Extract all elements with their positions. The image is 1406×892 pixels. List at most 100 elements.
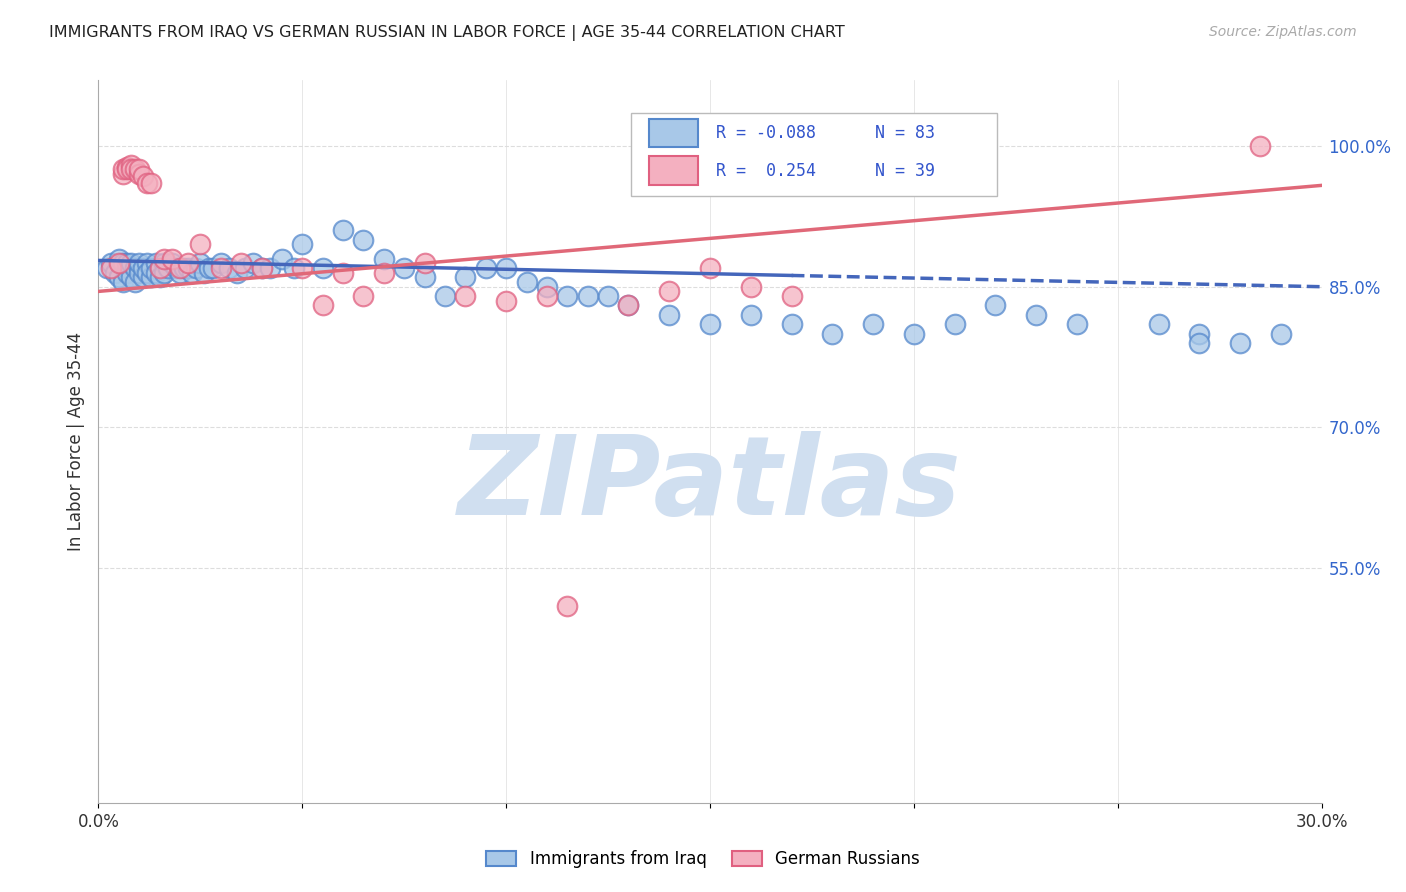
- Legend: Immigrants from Iraq, German Russians: Immigrants from Iraq, German Russians: [479, 844, 927, 875]
- Point: [270, 252, 294, 266]
- Point: [536, 279, 558, 293]
- Point: [209, 260, 232, 275]
- Point: [132, 270, 155, 285]
- Point: [434, 289, 457, 303]
- Point: [1270, 326, 1292, 341]
- Point: [197, 260, 219, 275]
- Point: [177, 260, 200, 275]
- Point: [780, 289, 803, 303]
- Point: [699, 260, 721, 275]
- Point: [128, 167, 150, 181]
- Text: R =  0.254: R = 0.254: [716, 161, 815, 179]
- Point: [536, 289, 558, 303]
- Point: [111, 256, 134, 270]
- Point: [120, 256, 142, 270]
- Point: [984, 298, 1007, 312]
- Text: R = -0.088: R = -0.088: [716, 124, 815, 142]
- Point: [108, 256, 131, 270]
- Point: [104, 266, 127, 280]
- Point: [160, 256, 183, 270]
- Point: [115, 256, 138, 270]
- Point: [1188, 336, 1211, 351]
- Point: [128, 256, 150, 270]
- Point: [201, 260, 224, 275]
- Point: [231, 256, 253, 270]
- Point: [1188, 326, 1211, 341]
- Point: [1229, 336, 1251, 351]
- Point: [149, 260, 172, 275]
- Point: [242, 256, 264, 270]
- Point: [392, 260, 416, 275]
- Point: [165, 260, 187, 275]
- Point: [115, 162, 138, 177]
- Point: [136, 177, 159, 191]
- Point: [132, 169, 155, 183]
- Point: [862, 318, 884, 332]
- Point: [495, 260, 517, 275]
- Point: [111, 167, 134, 181]
- Point: [186, 260, 208, 275]
- Point: [233, 260, 256, 275]
- Point: [312, 260, 335, 275]
- Point: [312, 298, 335, 312]
- Point: [132, 260, 155, 275]
- Point: [120, 158, 142, 172]
- Point: [141, 177, 163, 191]
- Point: [108, 270, 131, 285]
- Point: [111, 275, 134, 289]
- Point: [1147, 318, 1170, 332]
- Point: [193, 266, 215, 280]
- Point: [209, 256, 232, 270]
- Point: [128, 266, 150, 280]
- Point: [226, 266, 249, 280]
- Point: [96, 260, 118, 275]
- Point: [658, 285, 681, 299]
- Point: [658, 308, 681, 322]
- Text: Source: ZipAtlas.com: Source: ZipAtlas.com: [1209, 25, 1357, 39]
- Point: [120, 270, 142, 285]
- Point: [291, 237, 314, 252]
- Point: [173, 260, 195, 275]
- Point: [332, 223, 354, 237]
- Point: [555, 599, 579, 613]
- Point: [576, 289, 599, 303]
- Bar: [648, 119, 697, 147]
- Point: [699, 318, 721, 332]
- Point: [413, 270, 436, 285]
- Point: [100, 260, 122, 275]
- Point: [188, 256, 212, 270]
- Point: [780, 318, 803, 332]
- Text: IMMIGRANTS FROM IRAQ VS GERMAN RUSSIAN IN LABOR FORCE | AGE 35-44 CORRELATION CH: IMMIGRANTS FROM IRAQ VS GERMAN RUSSIAN I…: [49, 25, 845, 41]
- Point: [124, 260, 146, 275]
- Point: [352, 233, 374, 247]
- Point: [141, 270, 163, 285]
- Point: [177, 256, 200, 270]
- Point: [373, 252, 395, 266]
- Point: [152, 252, 174, 266]
- Point: [332, 266, 354, 280]
- Point: [474, 260, 498, 275]
- Y-axis label: In Labor Force | Age 35-44: In Labor Force | Age 35-44: [66, 332, 84, 551]
- Point: [108, 252, 131, 266]
- Point: [124, 162, 146, 177]
- Point: [413, 256, 436, 270]
- Point: [136, 256, 159, 270]
- Point: [495, 293, 517, 308]
- Text: N = 83: N = 83: [875, 124, 935, 142]
- Point: [120, 162, 142, 177]
- Point: [291, 260, 314, 275]
- Point: [149, 270, 172, 285]
- Point: [156, 260, 179, 275]
- Point: [352, 289, 374, 303]
- Point: [152, 256, 174, 270]
- Point: [1066, 318, 1088, 332]
- Point: [454, 270, 477, 285]
- Point: [821, 326, 844, 341]
- Point: [111, 162, 134, 177]
- Point: [617, 298, 640, 312]
- Point: [188, 237, 212, 252]
- Point: [218, 260, 240, 275]
- Point: [115, 266, 138, 280]
- Point: [617, 298, 640, 312]
- Point: [740, 308, 762, 322]
